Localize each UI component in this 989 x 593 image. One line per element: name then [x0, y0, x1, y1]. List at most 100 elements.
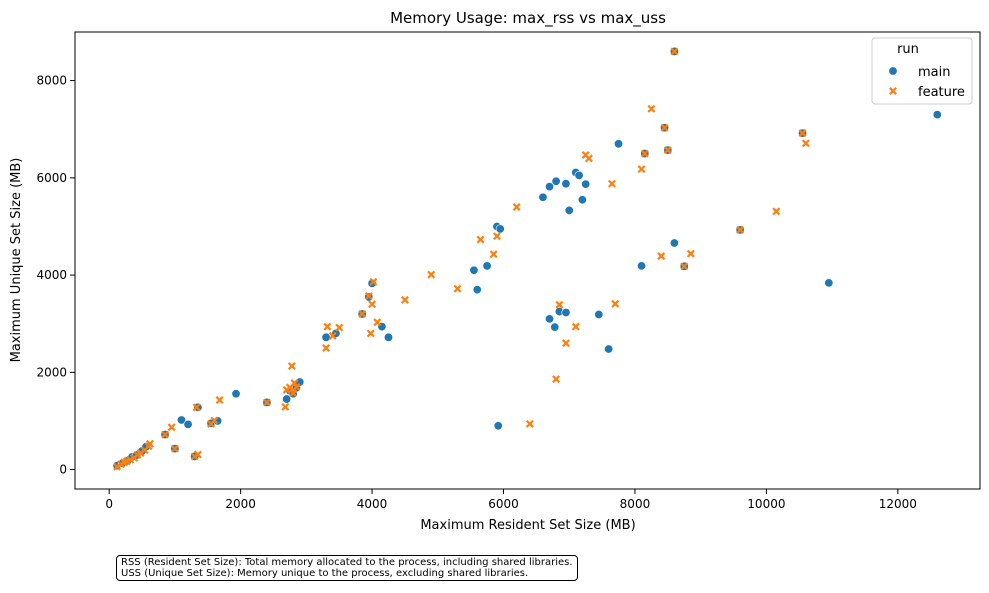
feature-point [193, 450, 202, 459]
feature-point [670, 47, 679, 56]
feature-point [368, 300, 377, 309]
main-point [550, 322, 560, 332]
feature-point [561, 339, 570, 348]
feature-point [167, 423, 176, 432]
main-point [282, 394, 292, 404]
feature-point [680, 262, 689, 271]
legend-label-feature: feature [918, 85, 965, 100]
feature-point [657, 252, 666, 261]
feature-point [287, 362, 296, 370]
feature-point [492, 232, 501, 241]
main-point [321, 332, 331, 342]
feature-point [289, 389, 298, 398]
main-point [551, 176, 561, 186]
feature-point [663, 146, 672, 155]
feature-point [772, 207, 781, 216]
main-point [594, 309, 604, 319]
feature-point [647, 104, 656, 113]
feature-point [555, 300, 564, 309]
main-point [176, 415, 186, 425]
main-point [614, 139, 624, 149]
feature-point [571, 322, 580, 331]
feature-point [640, 149, 649, 158]
feature-point [192, 403, 201, 412]
y-axis-label: Maximum Unique Set Size (MB) [9, 158, 24, 363]
legend-marker-main [888, 66, 898, 76]
feature-point [210, 416, 219, 425]
x-tick-label: 8000 [620, 497, 651, 511]
feature-point [637, 165, 646, 174]
legend-box [871, 37, 973, 105]
x-tick-label: 2000 [225, 497, 256, 511]
feature-point [801, 139, 810, 148]
feature-point [262, 398, 271, 407]
main-point [469, 265, 479, 275]
legend: run main feature [871, 37, 973, 105]
legend-label-main: main [918, 65, 950, 80]
main-point [383, 332, 393, 342]
feature-point [170, 444, 179, 453]
feature-point [512, 203, 521, 211]
footnote-rss: RSS (Resident Set Size): Total memory al… [121, 557, 573, 568]
feature-point [660, 123, 669, 132]
feature-point [145, 439, 154, 448]
feature-point [607, 179, 616, 188]
chart-title: Memory Usage: max_rss vs max_uss [390, 9, 666, 28]
feature-point [215, 396, 224, 405]
x-tick-label: 0 [105, 497, 113, 511]
x-tick-label: 10000 [747, 497, 785, 511]
y-tick-label: 0 [59, 463, 67, 477]
feature-point [323, 322, 332, 331]
feature-point [476, 235, 485, 244]
y-axis-ticks: 0 2000 4000 6000 8000 [36, 74, 75, 477]
main-point [495, 224, 505, 234]
feature-point [335, 323, 344, 332]
main-point [561, 308, 571, 318]
feature-point [525, 419, 534, 428]
footnote-box: RSS (Resident Set Size): Total memory al… [116, 555, 578, 581]
x-axis-ticks: 0 2000 4000 6000 8000 10000 12000 [105, 489, 917, 511]
main-point [183, 419, 193, 429]
feature-point [489, 250, 498, 259]
legend-marker-feature [889, 87, 897, 95]
legend-title: run [897, 42, 919, 57]
feature-point [322, 344, 331, 352]
feature-point [686, 249, 695, 258]
main-point [545, 314, 555, 324]
feature-point [736, 225, 745, 234]
feature-point [798, 129, 807, 138]
main-point [493, 421, 503, 431]
feature-point [427, 270, 436, 279]
y-tick-label: 6000 [36, 171, 67, 185]
feature-point [400, 295, 409, 304]
main-point [561, 179, 571, 189]
feature-point [290, 379, 299, 387]
main-point [574, 170, 584, 180]
main-point [545, 182, 555, 192]
feature-point [373, 318, 382, 327]
main-point [231, 389, 241, 399]
feature-point [369, 277, 378, 286]
feature-point [292, 382, 301, 391]
x-tick-label: 4000 [357, 497, 388, 511]
main-point [637, 261, 647, 271]
y-tick-label: 2000 [36, 365, 67, 379]
feature-point [552, 375, 561, 384]
footnote-uss: USS (Unique Set Size): Memory unique to … [121, 568, 529, 579]
main-point [824, 278, 834, 288]
feature-point [366, 329, 375, 338]
feature-point [453, 284, 462, 293]
main-point [482, 261, 492, 271]
main-point [604, 344, 614, 354]
y-tick-label: 8000 [36, 74, 67, 88]
x-tick-label: 6000 [488, 497, 519, 511]
plot-frame [74, 31, 981, 490]
x-tick-label: 12000 [879, 497, 917, 511]
feature-point [584, 154, 593, 163]
feature-point [328, 331, 337, 340]
main-point [669, 238, 679, 248]
data-points [112, 46, 942, 471]
feature-point [611, 299, 620, 308]
